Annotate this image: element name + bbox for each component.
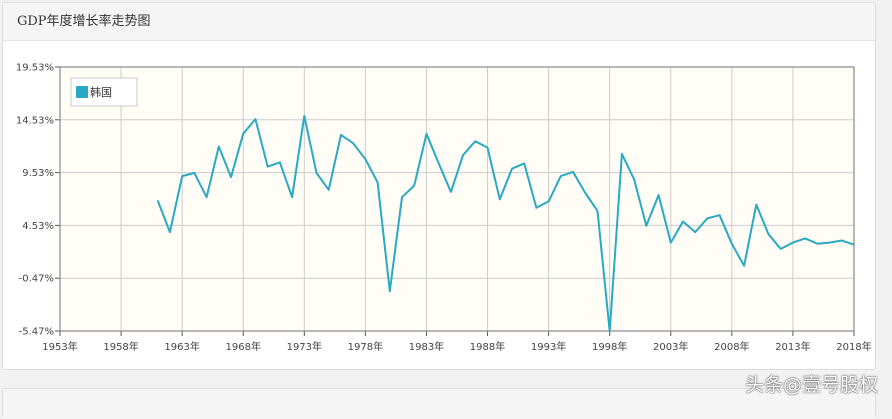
- x-tick-label: 1978年: [348, 340, 383, 353]
- x-tick-label: 1983年: [409, 340, 444, 353]
- plot-frame: [59, 66, 855, 332]
- watermark: 头条@壹号股权: [744, 374, 878, 396]
- y-axis-ticks: 19.53% 14.53% 9.53% 4.53% -0.47% -5.47%: [16, 63, 54, 338]
- y-tick-label: 4.53%: [22, 221, 54, 232]
- x-tick-label: 2018年: [836, 340, 871, 353]
- x-tick-label: 2013年: [775, 340, 810, 353]
- panel-title: GDP年度增长率走势图: [3, 3, 875, 41]
- y-tick-label: 9.53%: [22, 168, 54, 179]
- x-tick-label: 1993年: [531, 340, 566, 353]
- plot-area: [60, 67, 854, 331]
- x-tick-label: 1998年: [592, 340, 627, 353]
- y-tick-label: -5.47%: [19, 327, 54, 338]
- x-tick-label: 1973年: [287, 340, 322, 353]
- x-tick-label: 2008年: [714, 340, 749, 353]
- legend-label: 韩国: [90, 85, 112, 99]
- legend-swatch: [76, 86, 88, 98]
- x-tick-label: 1968年: [226, 340, 261, 353]
- legend[interactable]: 韩国: [70, 77, 138, 107]
- series-lines: [156, 114, 855, 333]
- y-tick-label: -0.47%: [19, 274, 54, 285]
- x-tick-label: 1988年: [470, 340, 505, 353]
- x-tick-label: 1953年: [42, 340, 77, 353]
- y-tick-label: 19.53%: [16, 63, 54, 74]
- gdp-chart-panel: GDP年度增长率走势图 19.53% 14.53% 9.53% 4.53% -0.47%…: [2, 2, 876, 370]
- x-tick-label: 1958年: [103, 340, 138, 353]
- gdp-line-chart[interactable]: 19.53% 14.53% 9.53% 4.53% -0.47% -5.47% 1953年…: [3, 3, 877, 371]
- axes: [55, 66, 855, 336]
- x-axis-ticks: 1953年 1958年 1963年 1968年 1973年 1978年 1983年 1988年…: [42, 340, 871, 353]
- x-tick-label: 2003年: [653, 340, 688, 353]
- series-line-韩国: [156, 114, 855, 333]
- y-tick-label: 14.53%: [16, 115, 54, 126]
- x-tick-label: 1963年: [164, 340, 199, 353]
